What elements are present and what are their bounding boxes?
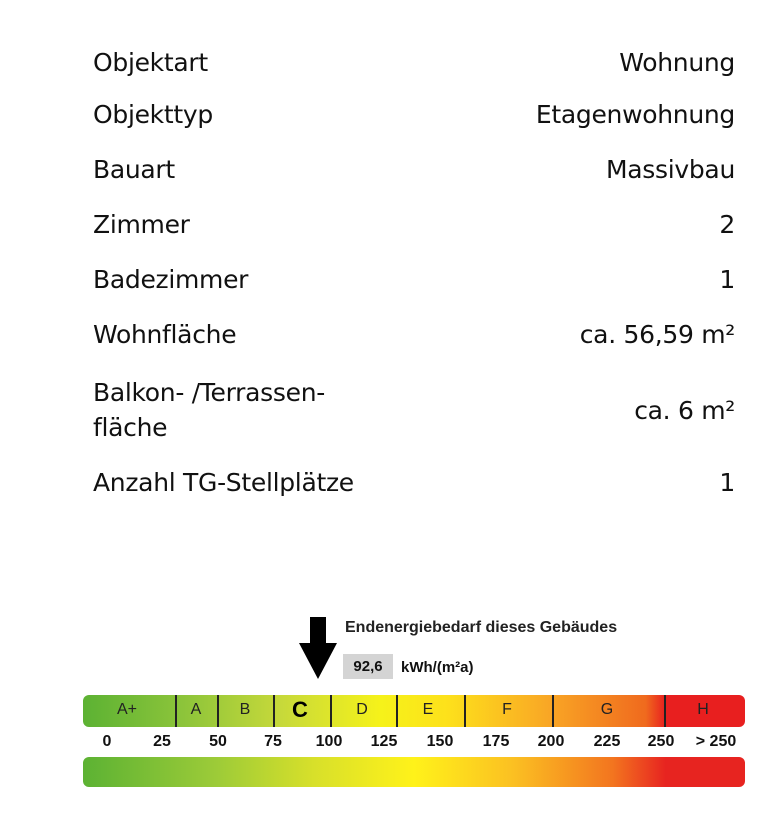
detail-value: Etagenwohnung bbox=[535, 100, 735, 129]
class-label: A bbox=[190, 701, 202, 718]
detail-row: Objekttyp Etagenwohnung bbox=[93, 100, 735, 129]
detail-label: Zimmer bbox=[93, 210, 190, 239]
detail-value: ca. 6 m² bbox=[634, 395, 735, 425]
detail-label: Anzahl TG-Stellplätze bbox=[93, 468, 354, 497]
detail-value: 1 bbox=[719, 265, 735, 294]
detail-row: Anzahl TG-Stellplätze 1 bbox=[93, 468, 735, 497]
energy-class-bar: A+ A B C D E F G H bbox=[83, 695, 745, 727]
detail-row: Bauart Massivbau bbox=[93, 155, 735, 184]
energy-unit: kWh/(m²a) bbox=[401, 659, 474, 676]
class-label: G bbox=[600, 701, 614, 718]
class-label: D bbox=[356, 701, 368, 718]
detail-label: Objektart bbox=[93, 48, 208, 77]
class-separator bbox=[273, 695, 275, 727]
scale-label: 125 bbox=[370, 733, 398, 750]
scale-label: 225 bbox=[593, 733, 621, 750]
class-label: A+ bbox=[116, 701, 138, 718]
class-label: E bbox=[422, 701, 434, 718]
arrow-down-icon bbox=[299, 617, 337, 679]
detail-label: Balkon- /Terrassen- fläche bbox=[93, 378, 325, 442]
class-separator bbox=[217, 695, 219, 727]
scale-label: 100 bbox=[315, 733, 343, 750]
scale-label: 0 bbox=[102, 733, 112, 750]
class-separator bbox=[464, 695, 466, 727]
class-separator bbox=[175, 695, 177, 727]
class-separator bbox=[396, 695, 398, 727]
detail-value: 2 bbox=[719, 210, 735, 239]
class-label: B bbox=[239, 701, 251, 718]
energy-gradient-bar bbox=[83, 757, 745, 787]
class-separator bbox=[330, 695, 332, 727]
scale-label: 150 bbox=[426, 733, 454, 750]
scale-label: 175 bbox=[482, 733, 510, 750]
class-separator bbox=[552, 695, 554, 727]
detail-label: Bauart bbox=[93, 155, 175, 184]
detail-row: Objektart Wohnung bbox=[93, 48, 735, 77]
detail-row: Zimmer 2 bbox=[93, 210, 735, 239]
class-separator bbox=[664, 695, 666, 727]
detail-value: Massivbau bbox=[605, 155, 735, 184]
detail-label: Badezimmer bbox=[93, 265, 249, 294]
scale-label: 200 bbox=[537, 733, 565, 750]
scale-label: 25 bbox=[153, 733, 171, 750]
energy-title: Endenergiebedarf dieses Gebäudes bbox=[345, 619, 618, 636]
energy-value: 92,6 bbox=[343, 654, 393, 679]
scale-label: > 250 bbox=[695, 733, 737, 750]
scale-label: 50 bbox=[209, 733, 227, 750]
class-label: F bbox=[502, 701, 512, 718]
scale-label: 250 bbox=[647, 733, 675, 750]
scale-label: 75 bbox=[264, 733, 282, 750]
class-label: H bbox=[697, 701, 709, 718]
detail-row: Wohnfläche ca. 56,59 m² bbox=[93, 320, 735, 349]
detail-row: Balkon- /Terrassen- fläche ca. 6 m² bbox=[93, 375, 735, 445]
detail-label: Wohnfläche bbox=[93, 320, 237, 349]
detail-value: Wohnung bbox=[619, 48, 735, 77]
detail-row: Badezimmer 1 bbox=[93, 265, 735, 294]
class-label-current: C bbox=[292, 697, 308, 722]
detail-value: 1 bbox=[719, 468, 735, 497]
detail-value: ca. 56,59 m² bbox=[579, 320, 736, 349]
detail-label: Objekttyp bbox=[93, 100, 213, 129]
